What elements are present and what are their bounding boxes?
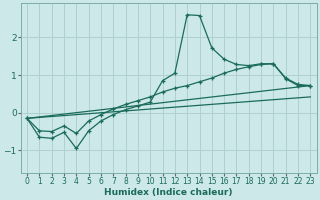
X-axis label: Humidex (Indice chaleur): Humidex (Indice chaleur) [104, 188, 233, 197]
